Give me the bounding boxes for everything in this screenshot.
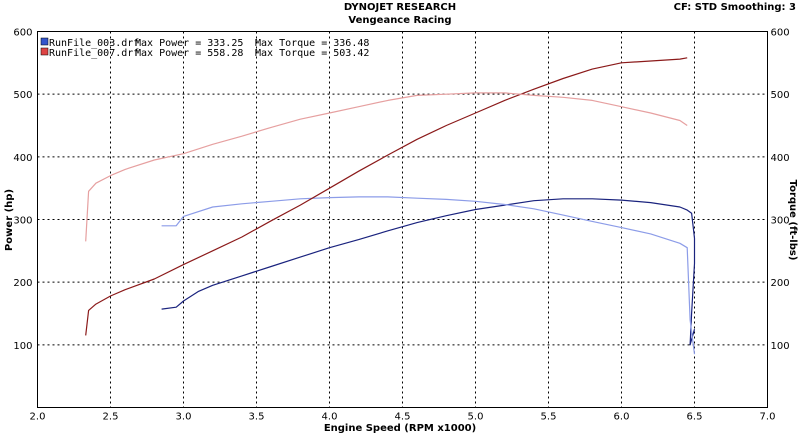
series-line <box>161 198 696 346</box>
y-tick-label-right: 100 <box>771 341 790 352</box>
x-tick-label: 6.0 <box>614 412 630 423</box>
grid-lines <box>37 31 768 408</box>
y-tick-label-right: 600 <box>771 28 790 39</box>
x-tick-label: 2.5 <box>103 412 119 423</box>
legend-max-torque-run7: Max Torque = 503.42 <box>255 48 369 59</box>
x-tick-label: 5.0 <box>468 412 484 423</box>
y-axis-title-right: Torque (ft-lbs) <box>787 180 798 261</box>
x-tick-label: 4.5 <box>395 412 411 423</box>
legend-file-run7: RunFile_007.drf <box>49 48 139 59</box>
x-tick-label: 4.0 <box>322 412 338 423</box>
y-tick-label-left: 300 <box>13 216 32 227</box>
chart-subtitle: Vengeance Racing <box>348 15 451 26</box>
y-tick-label-left: 400 <box>13 153 32 164</box>
y-axis-title-left: Power (hp) <box>4 189 15 251</box>
y-tick-label-left: 600 <box>13 28 32 39</box>
series-line <box>161 196 696 355</box>
x-tick-label: 3.0 <box>176 412 192 423</box>
legend-file-run3: RunFile_003.drf <box>49 38 139 49</box>
series-line <box>85 92 688 242</box>
legend-swatch-run7 <box>40 47 49 56</box>
legend-max-power-run7: Max Power = 558.28 <box>135 48 243 59</box>
legend-max-torque-run3: Max Torque = 336.48 <box>255 38 369 49</box>
series-group <box>85 57 696 355</box>
x-tick-label: 2.0 <box>30 412 46 423</box>
y-tick-label-left: 100 <box>13 341 32 352</box>
correction-settings: CF: STD Smoothing: 3 <box>674 2 796 13</box>
x-tick-label: 6.5 <box>687 412 703 423</box>
x-axis-title: Engine Speed (RPM x1000) <box>324 423 476 434</box>
legend: RunFile_003.drf Max Power = 333.25 Max T… <box>40 37 369 59</box>
tick-labels: 2.0 2.5 3.0 3.5 4.0 4.5 5.0 5.5 6.0 6.5 7.0 100 200 3… <box>13 28 789 423</box>
y-tick-label-right: 500 <box>771 90 790 101</box>
legend-swatch-run3 <box>40 37 49 46</box>
x-tick-label: 7.0 <box>760 412 776 423</box>
y-tick-label-right: 300 <box>771 216 790 227</box>
y-tick-label-right: 400 <box>771 153 790 164</box>
x-tick-label: 5.5 <box>541 412 557 423</box>
y-tick-label-right: 200 <box>771 278 790 289</box>
legend-max-power-run3: Max Power = 333.25 <box>135 38 243 49</box>
y-tick-label-left: 200 <box>13 278 32 289</box>
x-tick-label: 3.5 <box>249 412 265 423</box>
y-tick-label-left: 500 <box>13 90 32 101</box>
series-line <box>85 57 688 336</box>
chart-title: DYNOJET RESEARCH <box>344 2 456 13</box>
